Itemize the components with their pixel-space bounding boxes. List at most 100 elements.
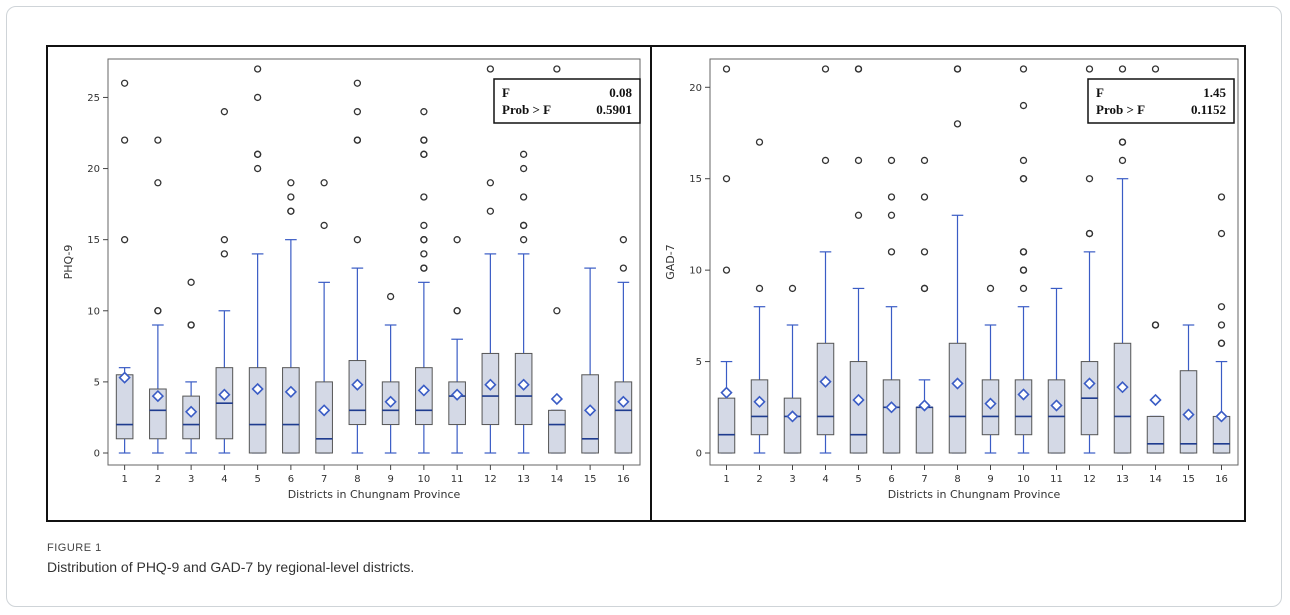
- y-tick-label: 5: [696, 357, 702, 368]
- outlier-point: [1019, 266, 1028, 274]
- mean-marker: [617, 395, 630, 408]
- box-group: [315, 179, 333, 454]
- stats-box-frame: [1087, 78, 1235, 124]
- outlier-point: [1118, 65, 1127, 73]
- stats-value: 1.45: [1203, 85, 1226, 100]
- outlier-point: [1019, 284, 1028, 293]
- outlier-point: [887, 248, 896, 256]
- x-tick-label: 15: [584, 474, 597, 485]
- outlier-point: [519, 164, 528, 173]
- stats-value: 0.1152: [1191, 102, 1226, 117]
- outlier-point: [486, 207, 495, 215]
- mean-marker: [417, 384, 431, 397]
- y-axis-title: PHQ-9: [62, 245, 75, 280]
- outlier-point: [220, 250, 229, 258]
- outlier-point: [1019, 248, 1028, 256]
- box-group: [948, 65, 967, 454]
- outlier-point: [1217, 303, 1226, 311]
- y-tick-label: 10: [87, 306, 100, 317]
- outlier-point: [722, 65, 731, 73]
- mean-marker: [918, 399, 931, 412]
- outlier-point: [1151, 65, 1160, 73]
- outlier-point: [1019, 101, 1028, 110]
- outlier-point: [353, 108, 362, 116]
- y-tick-label: 20: [689, 83, 702, 94]
- outlier-point: [420, 150, 428, 158]
- x-tick-label: 8: [954, 474, 960, 485]
- outlier-point: [519, 193, 528, 201]
- outlier-point: [1217, 339, 1226, 347]
- box-group: [282, 179, 300, 454]
- outlier-point: [1118, 138, 1127, 146]
- outlier-point: [953, 65, 962, 73]
- x-axis-title: Districts in Chungnam Province: [888, 488, 1061, 501]
- x-tick-label: 10: [418, 474, 431, 485]
- box-iqr: [348, 360, 367, 426]
- box-iqr: [548, 409, 566, 454]
- outlier-point: [920, 156, 929, 165]
- outlier-point: [1118, 156, 1127, 165]
- box-iqr: [149, 388, 167, 440]
- outlier-point: [120, 136, 129, 144]
- outlier-point: [420, 108, 428, 116]
- stats-box: F 1.45 Prob > F 0.1152: [1087, 78, 1235, 124]
- mean-marker: [450, 388, 464, 401]
- outlier-point: [453, 307, 461, 315]
- x-tick-label: 3: [789, 474, 795, 485]
- outlier-point: [154, 307, 162, 315]
- outlier-point: [519, 236, 528, 244]
- mean-marker: [184, 405, 198, 418]
- outlier-point: [220, 236, 229, 244]
- box-group: [1179, 324, 1198, 454]
- stats-label: Prob > F: [1096, 102, 1145, 117]
- y-tick-label: 20: [87, 164, 100, 175]
- outlier-point: [854, 211, 863, 219]
- mean-marker: [1116, 381, 1129, 394]
- outlier-point: [420, 264, 428, 272]
- outlier-point: [854, 156, 863, 165]
- box-group: [717, 65, 736, 454]
- x-tick-label: 10: [1017, 474, 1030, 485]
- x-tick-label: 11: [451, 474, 464, 485]
- box-group: [182, 278, 200, 454]
- mean-marker: [517, 378, 530, 391]
- box-iqr: [816, 342, 835, 436]
- outlier-point: [420, 236, 428, 244]
- outlier-point: [187, 321, 195, 329]
- stats-box: F 0.08 Prob > F 0.5901: [493, 78, 641, 124]
- box-iqr: [915, 406, 934, 454]
- outlier-point: [486, 65, 495, 73]
- box-group: [215, 108, 234, 454]
- mean-marker: [819, 375, 832, 388]
- outlier-point: [420, 136, 428, 144]
- x-tick-label: 1: [121, 474, 127, 485]
- y-axis-title: GAD-7: [664, 244, 677, 280]
- box-group: [381, 292, 400, 454]
- mean-marker: [218, 388, 231, 401]
- mean-marker: [583, 404, 597, 417]
- box-iqr: [783, 397, 802, 454]
- outlier-point: [320, 221, 328, 230]
- y-tick-label: 15: [87, 235, 100, 246]
- x-tick-label: 13: [1116, 474, 1129, 485]
- box-group: [981, 284, 1000, 454]
- x-tick-label: 11: [1050, 474, 1063, 485]
- box-group: [614, 236, 633, 454]
- outlier-point: [1019, 65, 1028, 73]
- y-tick-label: 5: [94, 377, 100, 388]
- outlier-point: [287, 207, 295, 215]
- figure-label: FIGURE 1: [47, 542, 102, 554]
- mean-marker: [720, 386, 733, 399]
- figure-caption: Distribution of PHQ-9 and GAD-7 by regio…: [47, 559, 415, 575]
- outlier-point: [788, 284, 797, 293]
- outlier-point: [120, 79, 129, 87]
- outlier-point: [420, 221, 428, 230]
- outlier-point: [287, 193, 295, 201]
- outlier-point: [619, 236, 628, 244]
- box-group: [1212, 193, 1231, 454]
- outlier-point: [519, 221, 528, 230]
- stats-value: 0.08: [609, 85, 632, 100]
- x-tick-label: 7: [321, 474, 327, 485]
- box-iqr: [1146, 415, 1165, 454]
